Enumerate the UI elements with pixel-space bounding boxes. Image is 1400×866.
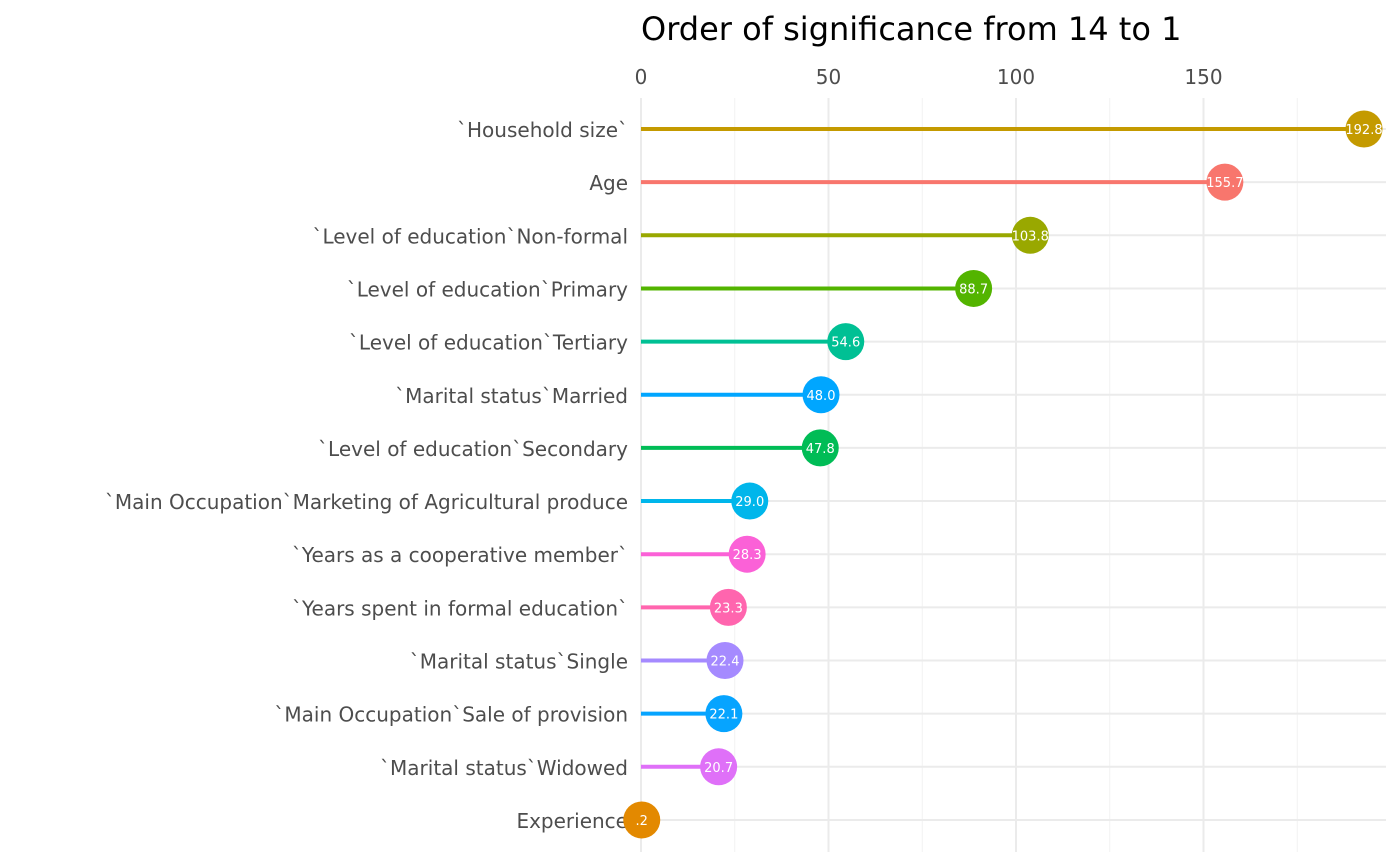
lollipop-point bbox=[706, 642, 744, 679]
category-label: `Level of education`Secondary bbox=[318, 437, 628, 461]
lollipop-point bbox=[802, 376, 840, 414]
category-label: Experience bbox=[516, 809, 628, 833]
category-label: `Main Occupation`Marketing of Agricultur… bbox=[105, 490, 628, 514]
data-label: 54.6 bbox=[831, 336, 860, 351]
x-tick-label: 0 bbox=[635, 65, 648, 89]
category-label: Age bbox=[589, 171, 628, 195]
lollipop-point bbox=[1345, 110, 1383, 148]
data-label: 29.0 bbox=[735, 495, 764, 510]
category-label: `Marital status`Widowed bbox=[380, 756, 628, 780]
category-label: `Level of education`Primary bbox=[347, 277, 628, 301]
category-label: `Level of education`Non-formal bbox=[312, 224, 628, 248]
x-axis-ticks: 0 50 100 150 bbox=[635, 65, 1223, 89]
grid bbox=[640, 98, 1386, 852]
x-tick-label: 50 bbox=[816, 65, 841, 89]
lollipop-point bbox=[731, 482, 769, 520]
lollipop-point bbox=[1011, 216, 1049, 254]
category-label: `Marital status`Married bbox=[395, 384, 628, 408]
lollipop-point bbox=[705, 695, 743, 733]
data-label: 192.8 bbox=[1345, 123, 1382, 138]
lollipop-point bbox=[700, 748, 738, 786]
x-tick-label: 100 bbox=[997, 65, 1035, 89]
category-label: `Household size` bbox=[457, 118, 628, 142]
data-label: 88.7 bbox=[959, 282, 988, 297]
category-label: `Years spent in formal education` bbox=[292, 596, 628, 620]
data-label: 22.1 bbox=[709, 708, 738, 723]
chart-title: Order of significance from 14 to 1 bbox=[641, 10, 1181, 48]
data-label: 103.8 bbox=[1012, 229, 1049, 244]
lollipop-point bbox=[801, 429, 839, 467]
data-label: .2 bbox=[636, 814, 648, 829]
data-label: 28.3 bbox=[733, 548, 762, 563]
category-label: `Main Occupation`Sale of provision bbox=[274, 703, 628, 727]
data-label: 48.0 bbox=[807, 389, 836, 404]
lollipop-point bbox=[709, 588, 747, 626]
lollipop-point bbox=[1206, 163, 1244, 201]
x-tick-label: 150 bbox=[1184, 65, 1222, 89]
category-label: `Years as a cooperative member` bbox=[292, 543, 628, 567]
lollipop-point bbox=[728, 535, 766, 573]
data-label: 22.4 bbox=[711, 655, 740, 670]
lollipop-point bbox=[827, 323, 865, 361]
data-label: 20.7 bbox=[704, 761, 733, 776]
lollipop-point bbox=[955, 269, 993, 307]
chart-marks: `Household size` 192.8 Age 155.7 `Level of e… bbox=[105, 110, 1383, 839]
data-label: 155.7 bbox=[1206, 176, 1243, 191]
lollipop-point bbox=[623, 801, 661, 839]
data-label: 23.3 bbox=[714, 601, 743, 616]
category-label: `Level of education`Tertiary bbox=[349, 331, 628, 355]
data-label: 47.8 bbox=[806, 442, 835, 457]
category-label: `Marital status`Single bbox=[410, 650, 628, 674]
